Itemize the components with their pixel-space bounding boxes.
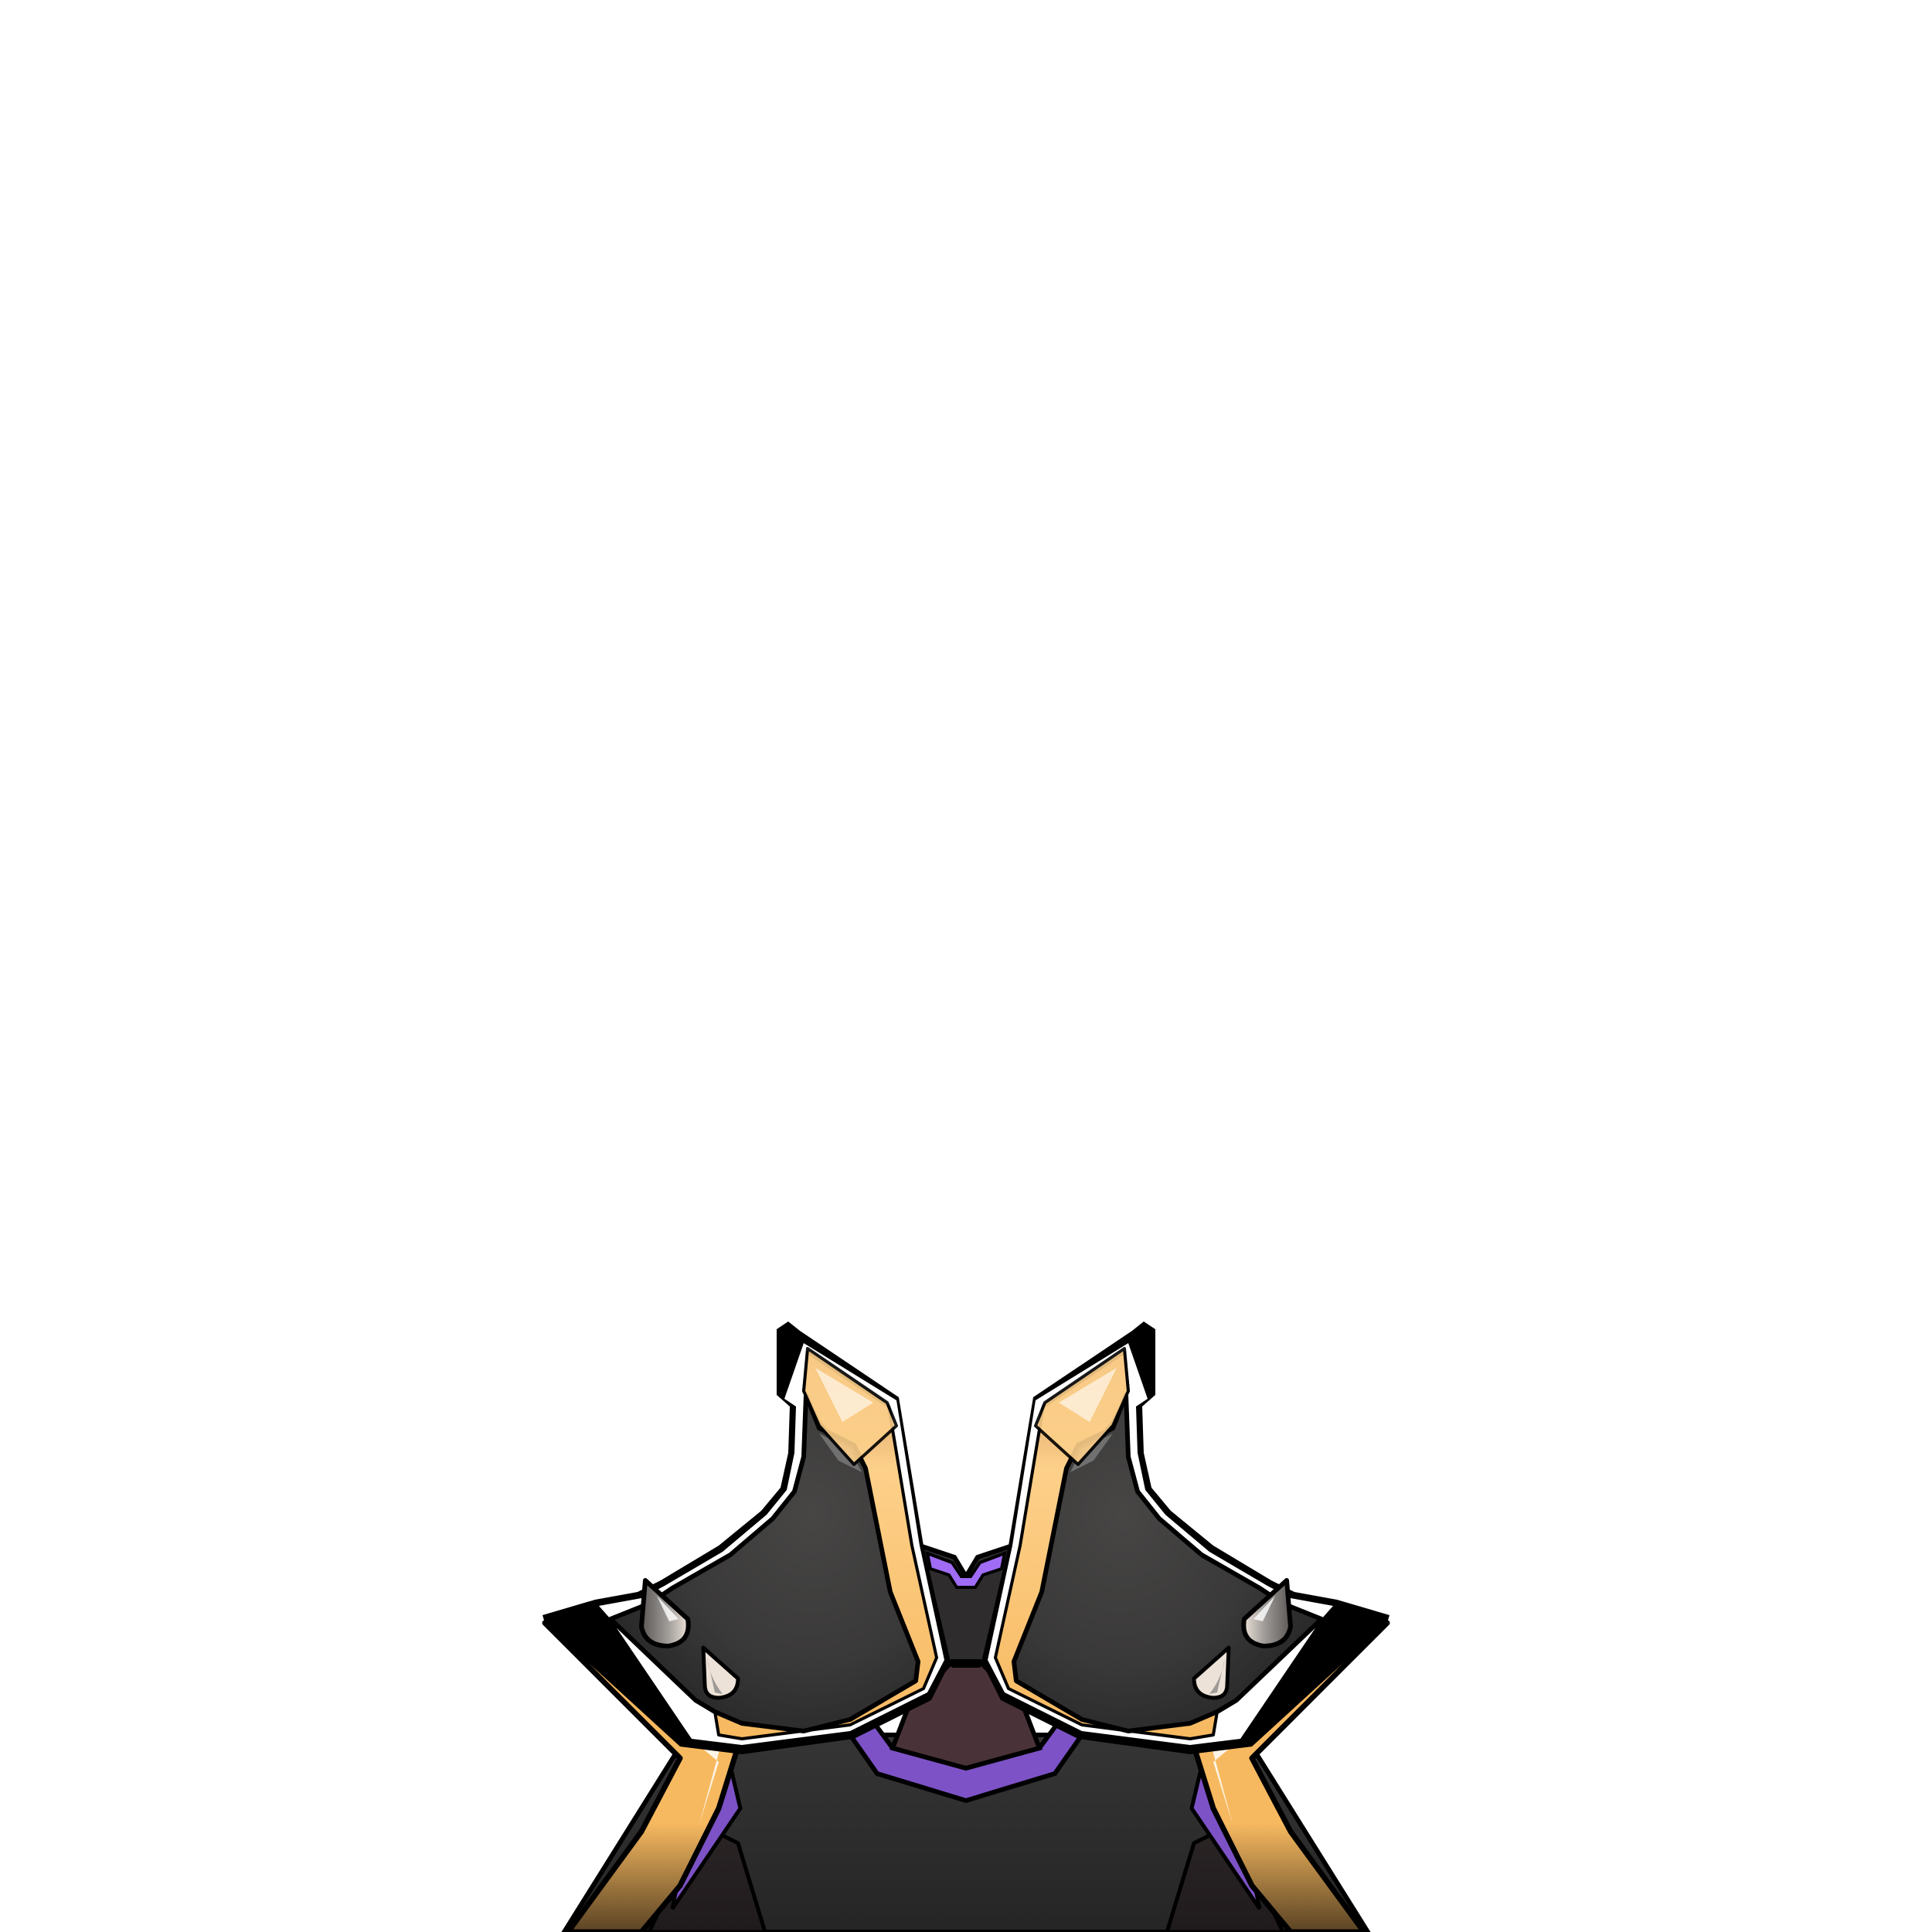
- left-spike-large-shine: [657, 1596, 679, 1621]
- left-plate: [608, 1393, 920, 1733]
- right-spike-small-shade: [1209, 1658, 1225, 1694]
- left-spike-small-shade: [707, 1658, 723, 1694]
- right-spike-large-shine: [1253, 1596, 1275, 1621]
- right-spike-small: [1192, 1645, 1231, 1700]
- right-gold-corner-shine: [1059, 1368, 1117, 1422]
- left-spike-large: [639, 1578, 691, 1648]
- left-spike-small: [701, 1645, 740, 1700]
- left-spikes: [639, 1578, 740, 1700]
- left-gold-corner-shine: [815, 1368, 873, 1422]
- collar-purple-notch: [925, 1550, 1007, 1589]
- collar-center-seam: [947, 1662, 985, 1668]
- left-pauldron: [542, 1321, 951, 1932]
- right-pauldron: [981, 1321, 1390, 1932]
- right-spikes: [1192, 1578, 1293, 1700]
- right-plate: [1012, 1393, 1324, 1733]
- right-spike-large: [1241, 1578, 1293, 1648]
